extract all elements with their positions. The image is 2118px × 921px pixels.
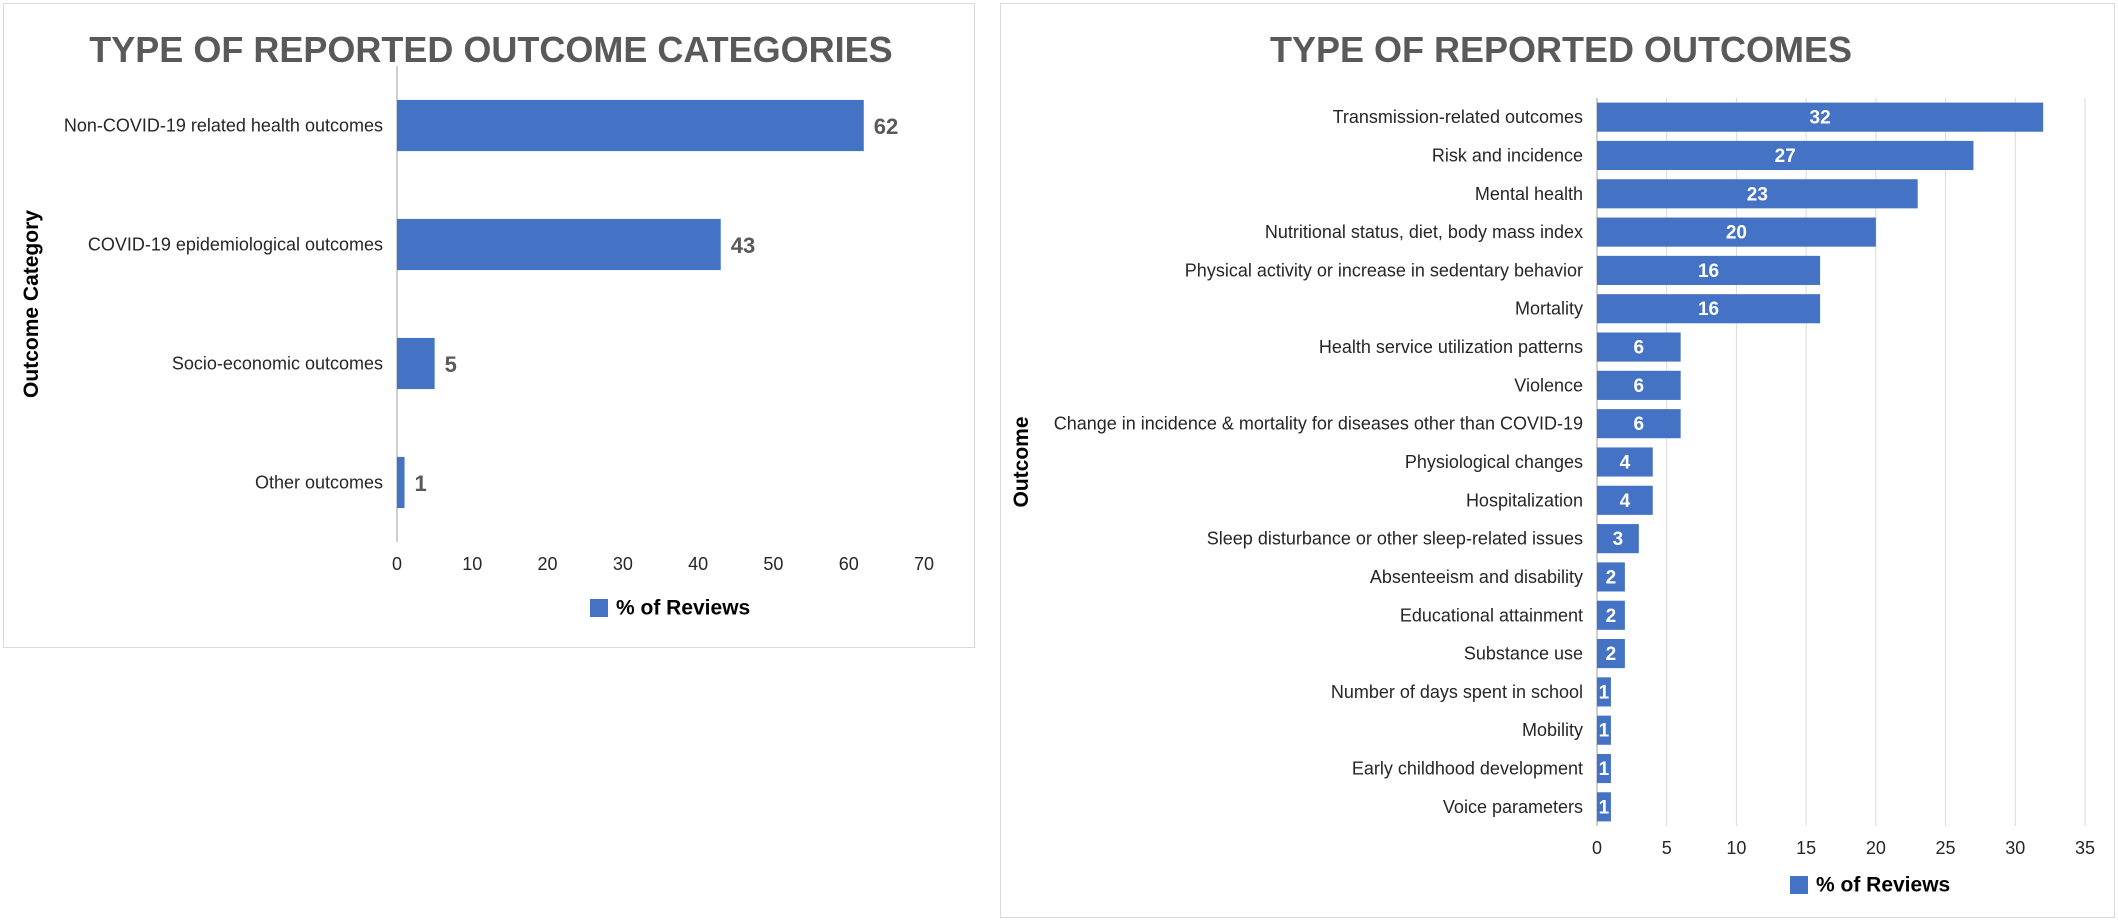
category-label: Non-COVID-19 related health outcomes: [64, 116, 383, 136]
x-tick-label: 20: [1866, 838, 1886, 858]
left-chart-panel: TYPE OF REPORTED OUTCOME CATEGORIES Non-C…: [3, 3, 975, 648]
chart-title: TYPE OF REPORTED OUTCOME CATEGORIES: [89, 29, 892, 70]
category-label: Physical activity or increase in sedenta…: [1185, 260, 1583, 280]
category-label: Socio-economic outcomes: [172, 354, 383, 374]
data-label: 43: [731, 233, 755, 258]
data-label: 2: [1606, 644, 1617, 665]
data-label: 62: [874, 114, 898, 139]
category-label: Absenteeism and disability: [1370, 567, 1583, 587]
data-label: 1: [1599, 797, 1610, 818]
category-label: Mobility: [1522, 720, 1583, 740]
bar: [1597, 140, 1974, 171]
bar: [1597, 524, 1639, 554]
bar: [1597, 792, 1611, 822]
right-chart-panel: TYPE OF REPORTED OUTCOMES Transmission-re…: [1000, 3, 2115, 918]
x-tick-label: 20: [538, 554, 558, 574]
x-tick-label: 35: [2075, 838, 2095, 858]
category-label: Physiological changes: [1405, 452, 1583, 472]
bar: [1597, 677, 1611, 707]
bar: [397, 99, 864, 152]
bar: [1597, 255, 1821, 285]
data-label: 1: [415, 471, 427, 496]
data-label: 23: [1747, 184, 1768, 205]
category-label: Early childhood development: [1352, 759, 1583, 779]
data-label: 16: [1698, 261, 1719, 282]
data-label: 3: [1613, 529, 1624, 550]
left-chart: TYPE OF REPORTED OUTCOME CATEGORIES Non-C…: [20, 29, 934, 620]
data-label: 1: [1599, 721, 1610, 742]
x-tick-label: 5: [1662, 838, 1672, 858]
bar: [1597, 370, 1681, 400]
bar: [1597, 562, 1625, 592]
data-label: 6: [1634, 338, 1645, 359]
bar: [1597, 409, 1681, 439]
data-label: 27: [1775, 146, 1796, 167]
category-label: Number of days spent in school: [1331, 682, 1583, 702]
data-label: 2: [1606, 606, 1617, 627]
x-tick-label: 0: [392, 554, 402, 574]
data-label: 1: [1599, 682, 1610, 703]
data-label: 2: [1606, 567, 1617, 588]
category-label: Mortality: [1515, 299, 1583, 319]
x-tick-label: 30: [613, 554, 633, 574]
category-label: COVID-19 epidemiological outcomes: [88, 235, 383, 255]
y-axis-title: Outcome Category: [20, 210, 43, 398]
category-label: Change in incidence & mortality for dise…: [1054, 414, 1583, 434]
right-chart: TYPE OF REPORTED OUTCOMES Transmission-re…: [1010, 29, 2095, 897]
data-label: 20: [1726, 223, 1747, 244]
legend-label: % of Reviews: [1816, 874, 1950, 897]
bar: [1597, 753, 1611, 784]
category-label: Transmission-related outcomes: [1333, 107, 1583, 127]
bar: [1597, 447, 1653, 477]
bar: [1597, 600, 1625, 630]
bar: [1597, 179, 1918, 209]
bar: [1597, 217, 1876, 247]
category-label: Mental health: [1475, 184, 1583, 204]
category-label: Other outcomes: [255, 473, 383, 493]
category-label: Educational attainment: [1400, 605, 1583, 625]
x-tick-label: 10: [1726, 838, 1746, 858]
data-label: 4: [1620, 491, 1631, 512]
legend-swatch: [590, 599, 608, 617]
x-tick-label: 50: [763, 554, 783, 574]
x-tick-label: 40: [688, 554, 708, 574]
bar: [397, 337, 435, 390]
x-tick-label: 15: [1796, 838, 1816, 858]
data-label: 1: [1599, 759, 1610, 780]
data-label: 4: [1620, 453, 1631, 474]
category-label: Voice parameters: [1443, 797, 1583, 817]
category-label: Violence: [1514, 375, 1583, 395]
x-tick-label: 25: [1936, 838, 1956, 858]
bar: [1597, 639, 1625, 669]
data-label: 16: [1698, 299, 1719, 320]
bar: [397, 456, 405, 509]
bar: [1597, 485, 1653, 515]
bar: [1597, 332, 1681, 362]
bar: [397, 218, 721, 271]
legend-label: % of Reviews: [616, 597, 750, 620]
x-tick-label: 60: [839, 554, 859, 574]
data-label: 32: [1810, 108, 1831, 129]
bar: [1597, 715, 1611, 745]
category-label: Nutritional status, diet, body mass inde…: [1265, 222, 1583, 242]
x-tick-label: 70: [914, 554, 934, 574]
bar: [1597, 102, 2044, 132]
x-tick-label: 10: [462, 554, 482, 574]
category-label: Risk and incidence: [1432, 145, 1583, 165]
legend-swatch: [1790, 876, 1808, 894]
category-label: Sleep disturbance or other sleep-related…: [1207, 529, 1583, 549]
category-label: Substance use: [1464, 644, 1583, 664]
data-label: 5: [445, 352, 457, 377]
category-label: Health service utilization patterns: [1319, 337, 1583, 357]
bar: [1597, 294, 1821, 324]
category-label: Hospitalization: [1466, 490, 1583, 510]
x-tick-label: 0: [1592, 838, 1602, 858]
y-axis-title: Outcome: [1010, 416, 1033, 507]
data-label: 6: [1634, 414, 1645, 435]
chart-title: TYPE OF REPORTED OUTCOMES: [1270, 29, 1852, 70]
x-tick-label: 30: [2005, 838, 2025, 858]
data-label: 6: [1634, 376, 1645, 397]
